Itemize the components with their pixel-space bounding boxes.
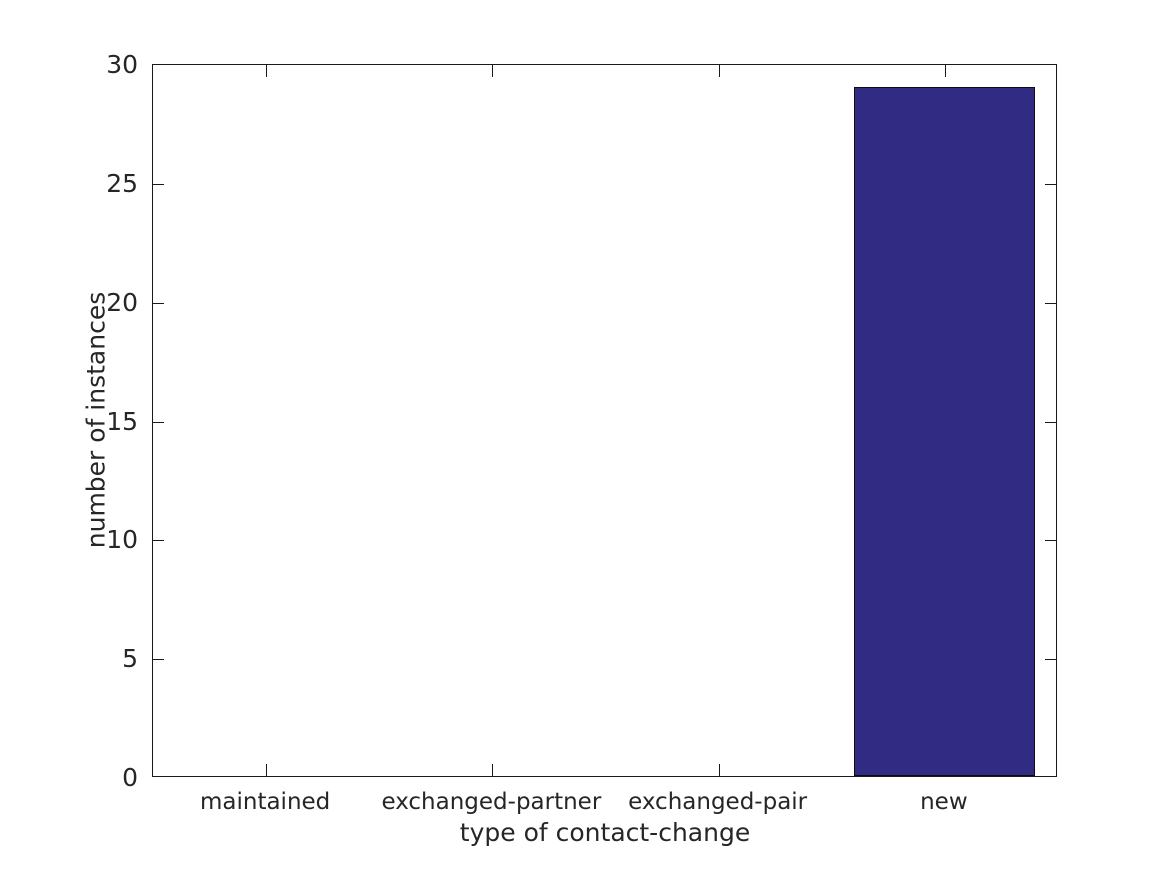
y-axis-tick-label: 15 [106, 406, 138, 436]
y-axis-tick-label: 30 [106, 50, 138, 79]
y-axis-tick-label: 10 [106, 525, 138, 555]
x-axis-tick-label: new [920, 789, 968, 815]
y-axis-tick-right [1045, 659, 1056, 661]
x-axis-tick-label: exchanged-partner [381, 789, 602, 815]
x-axis-tick [492, 764, 494, 776]
y-axis-tick-label: 25 [106, 168, 138, 198]
y-axis-tick [153, 421, 164, 423]
x-axis-tick-top [718, 65, 720, 77]
y-axis-tick-right [1045, 421, 1056, 423]
y-axis-tick [153, 659, 164, 661]
x-axis-tick-label: exchanged-pair [628, 789, 808, 815]
y-axis-tick-label: 20 [106, 287, 138, 317]
y-axis-tick [153, 302, 164, 304]
x-axis-tick [266, 764, 268, 776]
y-axis-tick-right [1045, 302, 1056, 304]
bars-layer [153, 65, 1056, 776]
x-axis-tick-top [266, 65, 268, 77]
y-axis-tick-label: 0 [122, 763, 138, 792]
x-axis-tick [718, 764, 720, 776]
x-axis-title: type of contact-change [459, 818, 751, 847]
x-axis-tick-top [944, 65, 946, 77]
y-axis-tick-right [1045, 183, 1056, 185]
y-axis-tick-label: 5 [122, 644, 138, 674]
x-axis-tick-top [492, 65, 494, 77]
plot-area [152, 64, 1057, 777]
x-axis-tick-label: maintained [199, 789, 331, 815]
bar [854, 86, 1036, 776]
y-axis-tick [153, 183, 164, 185]
y-axis-tick [153, 540, 164, 542]
y-axis-tick-right [1045, 540, 1056, 542]
y-axis-title: number of instances [81, 291, 111, 549]
